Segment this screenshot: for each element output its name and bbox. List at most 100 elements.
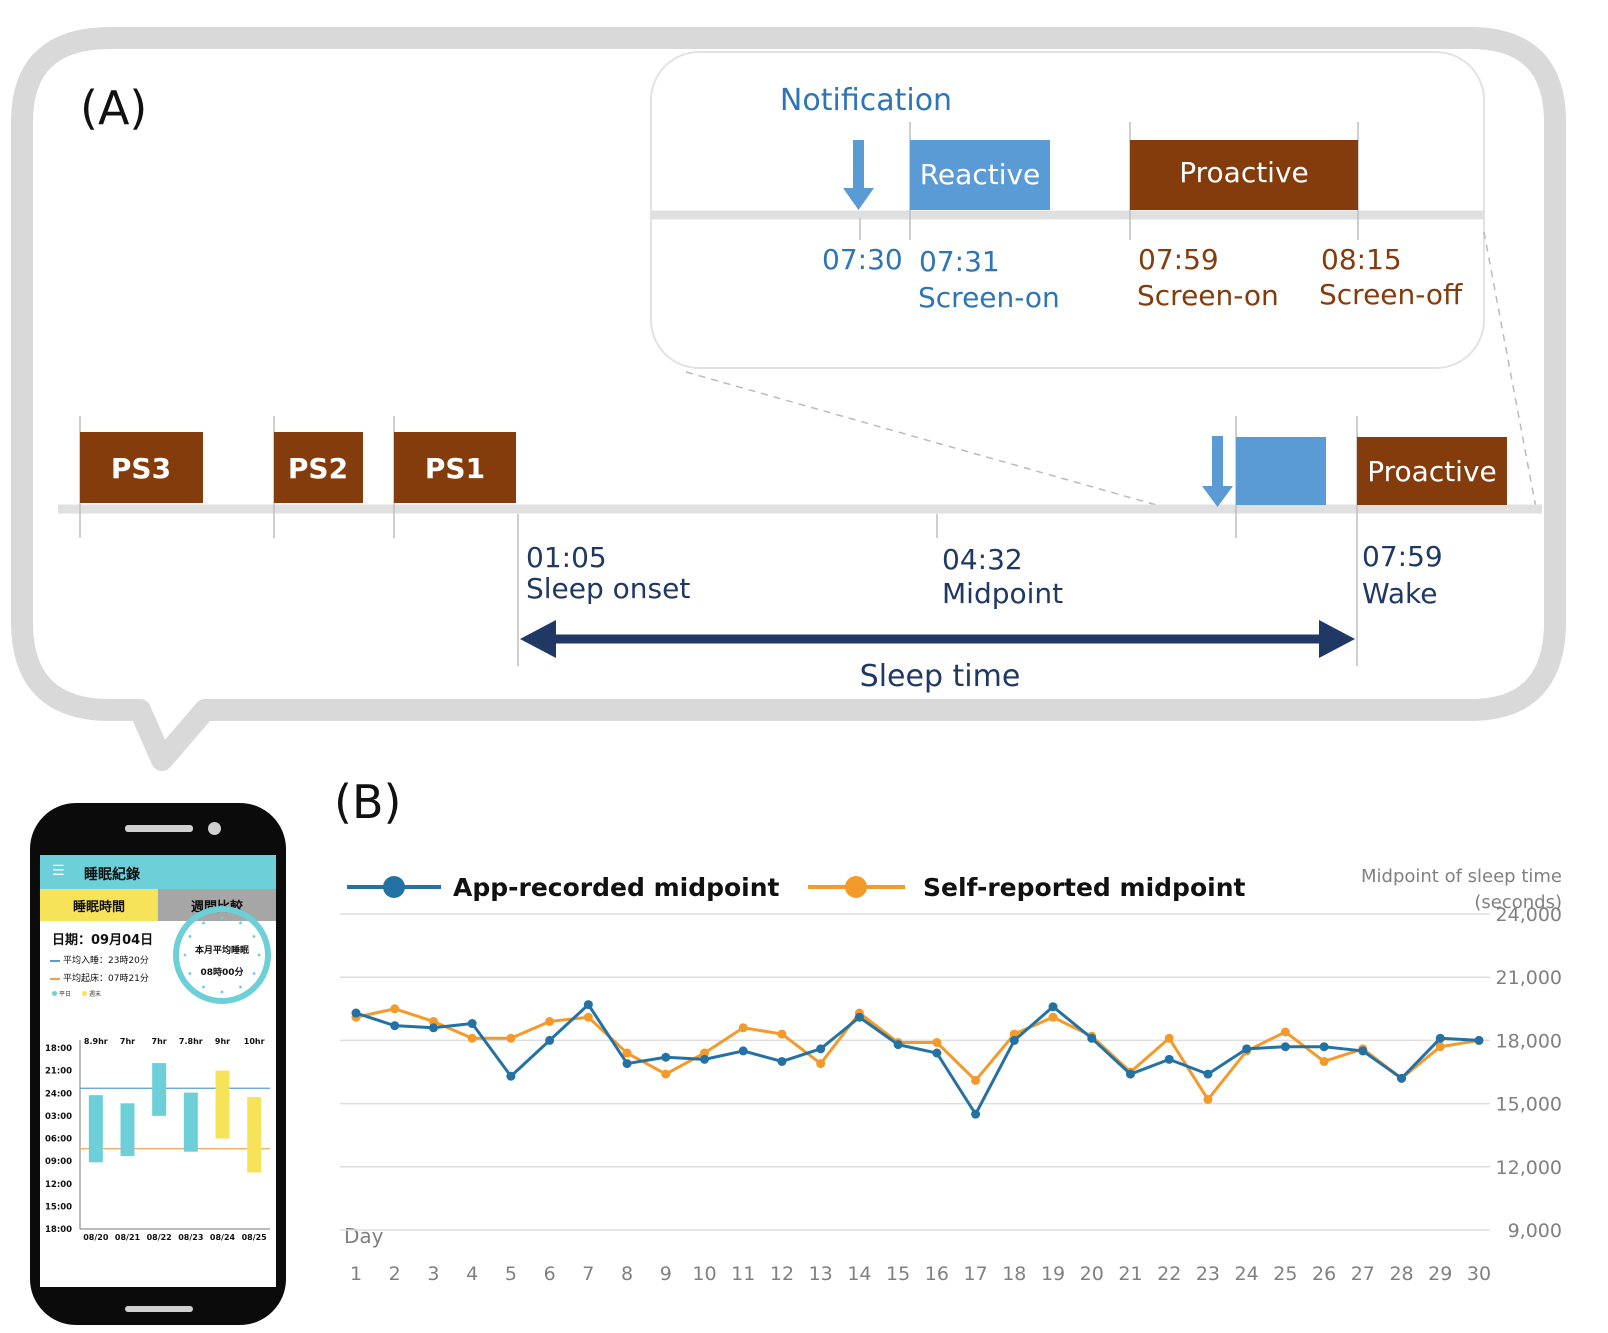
phone-sleep-bar [152, 1063, 167, 1116]
y-axis-title-line2: (seconds) [1474, 892, 1562, 913]
app-recorded-point [1280, 1042, 1290, 1052]
panel-a-label: (A) [80, 81, 147, 135]
x-tick-label: 2 [389, 1263, 401, 1285]
x-tick-label: 26 [1312, 1263, 1336, 1285]
self-reported-point [1435, 1042, 1445, 1052]
phone-bar-hours: 7hr [120, 1037, 135, 1046]
app-recorded-point [467, 1019, 477, 1029]
y-tick-label: 15,000 [1496, 1094, 1562, 1116]
x-tick-label: 19 [1041, 1263, 1065, 1285]
clock-dot [220, 990, 224, 994]
ps3-box [80, 432, 203, 503]
app-recorded-point [816, 1044, 826, 1054]
clock-dot [220, 916, 224, 920]
inset-proactive-box [1130, 140, 1358, 210]
self-reported-point [622, 1048, 632, 1058]
legend-weekday-text: 平日 [59, 991, 72, 998]
app-recorded-point [1203, 1069, 1213, 1079]
x-tick-label: 9 [660, 1263, 672, 1285]
phone-x-tick: 08/25 [242, 1233, 268, 1242]
x-tick-label: 27 [1351, 1263, 1375, 1285]
clock-dot [188, 972, 192, 975]
wake-label: Wake [1362, 577, 1438, 610]
self-reported-point [390, 1004, 400, 1014]
phone-screen: ☰ 睡眠紀錄 睡眠時間 週間比較 日期：09月04日 平均入睡：23時20分 平… [40, 855, 276, 1287]
x-tick-label: 10 [692, 1263, 716, 1285]
ps2-box [274, 432, 363, 503]
x-tick-label: 4 [466, 1263, 478, 1285]
phone-x-tick: 08/21 [115, 1233, 141, 1242]
x-tick-label: 8 [621, 1263, 633, 1285]
reactive-box [910, 140, 1050, 210]
clock-value: 08時00分 [200, 966, 243, 978]
ps1-label: PS1 [425, 452, 485, 485]
self-reported-point [661, 1069, 671, 1079]
phone-y-tick: 03:00 [45, 1112, 72, 1122]
app-recorded-point [1319, 1042, 1329, 1052]
app-recorded-point [1435, 1033, 1445, 1043]
notification-arrow-icon [843, 140, 874, 210]
app-header [40, 855, 276, 889]
avg-sleep-clock: 本月平均睡眠 08時00分 [173, 906, 271, 1004]
self-reported-point [1319, 1056, 1329, 1066]
clock-dot [202, 921, 205, 925]
phone-sleep-bar [215, 1070, 230, 1139]
phone-y-tick: 21:00 [45, 1067, 72, 1077]
self-reported-line [355, 1007, 1480, 1101]
clock-dot [252, 972, 256, 975]
x-tick-label: 18 [1002, 1263, 1026, 1285]
app-recorded-point [738, 1046, 748, 1056]
phone-sleep-bar [183, 1092, 198, 1152]
panel-b: (B) App-recorded midpoint Self-reported … [334, 780, 1562, 1285]
app-recorded-point [1009, 1035, 1019, 1045]
app-recorded-point [622, 1059, 632, 1069]
phone-sleep-chart: 18:00 21:00 24:00 03:00 06:00 09:00 12:00 15:00… [45, 1037, 270, 1242]
app-recorded-point [1048, 1002, 1058, 1012]
avg-bed-stat: 平均入睡：23時20分 [50, 953, 149, 966]
app-recorded-point [1474, 1035, 1484, 1045]
phone-sleep-bar [247, 1097, 262, 1173]
phone-sleep-bar [120, 1103, 135, 1157]
clock-dot [188, 935, 192, 938]
x-tick-label: 17 [963, 1263, 987, 1285]
self-reported-point [971, 1075, 981, 1085]
x-tick-label: 23 [1196, 1263, 1220, 1285]
time-0730: 07:30 [822, 243, 903, 276]
self-reported-point [932, 1038, 942, 1048]
app-recorded-point [545, 1035, 555, 1045]
avg-wake-text: 平均起床：07時21分 [63, 974, 149, 984]
self-reported-point [467, 1033, 477, 1043]
tab-sleep-time[interactable]: 睡眠時間 [40, 889, 158, 921]
y-axis-title-line1: Midpoint of sleep time [1361, 866, 1562, 887]
phone-bar-hours: 10hr [244, 1037, 265, 1046]
app-recorded-point [351, 1008, 361, 1018]
app-recorded-point [700, 1054, 710, 1064]
app-recorded-point [428, 1023, 438, 1033]
app-recorded-point [583, 1000, 593, 1010]
x-tick-label: 3 [427, 1263, 439, 1285]
legend-weekday: 平日 [52, 989, 71, 998]
reactive-label: Reactive [920, 158, 1041, 191]
self-reported-point [545, 1016, 555, 1026]
inset-box [650, 51, 1485, 369]
app-recorded-point [390, 1021, 400, 1031]
app-recorded-point [1242, 1044, 1252, 1054]
clock-dot [239, 921, 242, 925]
zoom-line-left [685, 371, 1168, 509]
self-reported-point [700, 1048, 710, 1058]
avg-wake-stat: 平均起床：07時21分 [50, 971, 149, 984]
menu-icon[interactable]: ☰ [52, 863, 65, 879]
sleep-onset-time: 01:05 [526, 541, 607, 574]
x-tick-label: 5 [505, 1263, 517, 1285]
x-tick-label: 22 [1157, 1263, 1181, 1285]
phone-x-tick: 08/20 [83, 1233, 109, 1242]
x-tick-label: 11 [731, 1263, 755, 1285]
event-0759: Screen-on [1137, 279, 1279, 312]
sleep-onset-label: Sleep onset [526, 572, 690, 605]
phone-y-tick: 12:00 [45, 1180, 72, 1190]
clock-dot [257, 953, 261, 957]
legend-self-label: Self-reported midpoint [923, 873, 1245, 902]
sleep-time-double-arrow-icon [520, 620, 1355, 658]
x-tick-label: 7 [582, 1263, 594, 1285]
